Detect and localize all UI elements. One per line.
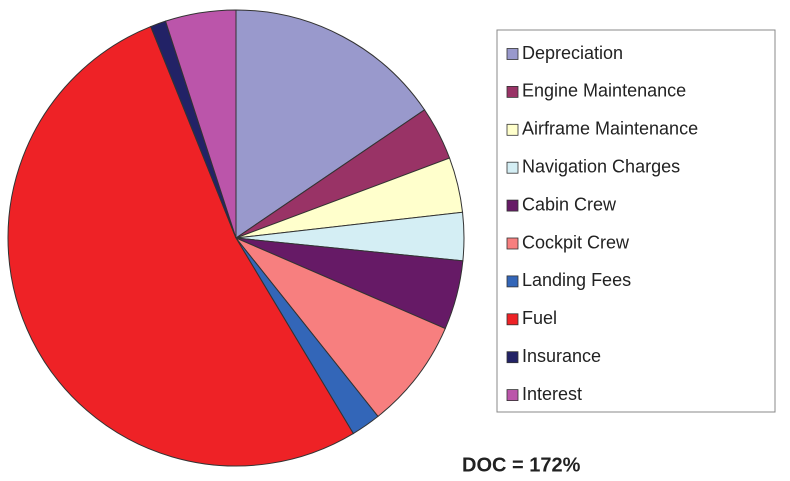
legend-swatch: [506, 199, 519, 212]
legend-swatch: [506, 123, 519, 136]
pie-slice: [235, 237, 446, 418]
legend-swatch: [506, 389, 519, 402]
legend-swatch: [506, 351, 519, 364]
legend-box: [496, 29, 776, 413]
legend-swatch: [506, 86, 519, 98]
legend-label: Interest: [522, 384, 582, 404]
legend-swatch: [506, 161, 519, 174]
legend-label: Depreciation: [522, 43, 623, 63]
pie-slice: [7, 25, 354, 467]
pie-slice: [235, 9, 426, 239]
legend-swatch: [506, 275, 519, 288]
legend-label: Engine Maintenance: [522, 81, 686, 101]
legend-label: Insurance: [522, 346, 601, 366]
legend-swatch: [506, 313, 519, 326]
legend-label: Airframe Maintenance: [522, 119, 698, 139]
legend-label: Cockpit Crew: [522, 232, 630, 252]
pie-slice: [164, 9, 237, 239]
legend-label: Fuel: [522, 308, 557, 328]
annotation: DOC = 172%: [462, 454, 581, 476]
legend-swatch: [506, 48, 519, 60]
legend-swatch: [506, 237, 519, 250]
legend-label: Navigation Charges: [522, 156, 680, 176]
legend-label: Cabin Crew: [522, 194, 617, 214]
legend-label: Landing Fees: [522, 270, 631, 290]
